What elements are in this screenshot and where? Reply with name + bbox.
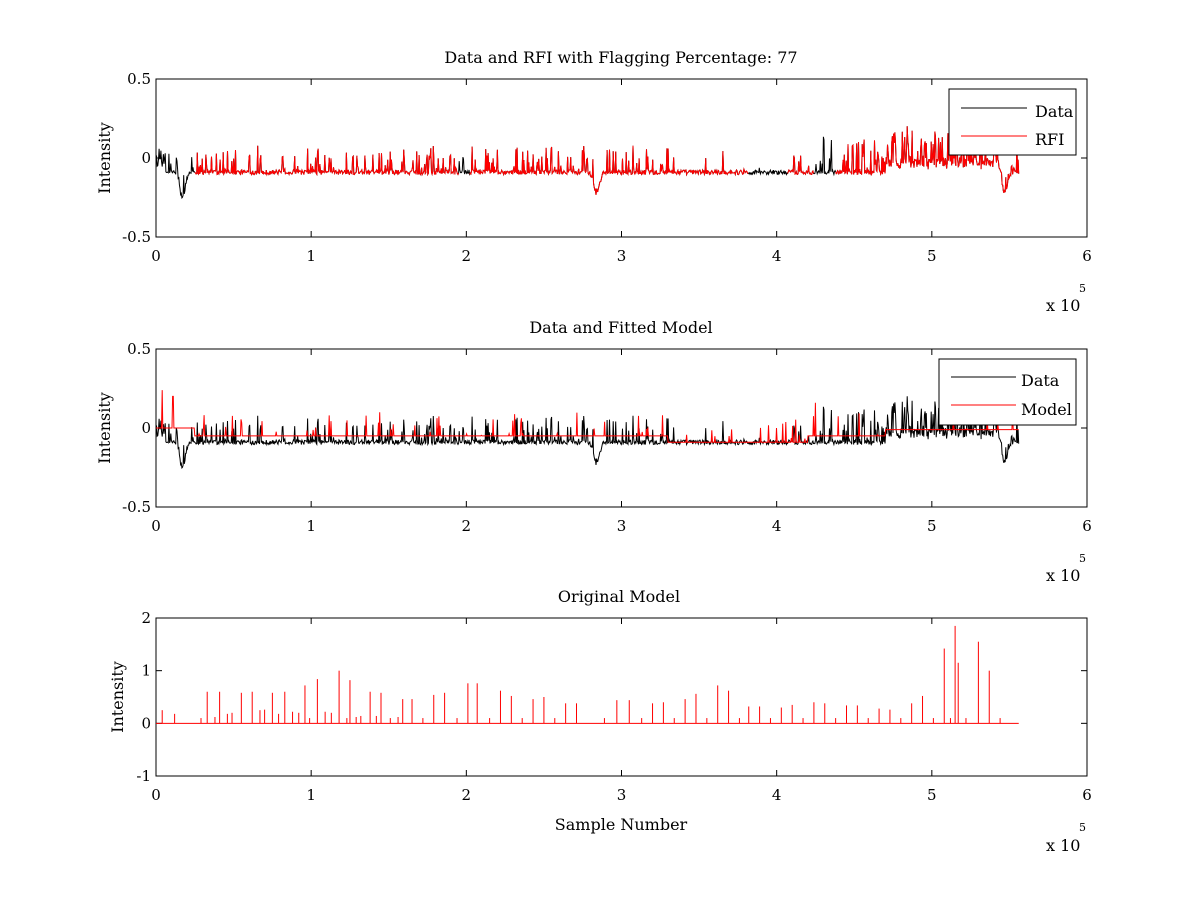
legend: Data RFI (948, 88, 1077, 156)
x-tick-label: 4 (772, 247, 782, 265)
x-tick-label: 3 (617, 517, 627, 535)
legend-label-data: Data (1021, 371, 1060, 390)
x-tick-label: 2 (462, 517, 472, 535)
x-tick-label: 3 (617, 247, 627, 265)
x-axis-scale-label: x 10 5 (1046, 821, 1086, 855)
x-axis-label: Sample Number (555, 815, 688, 834)
legend: Data Model (938, 358, 1077, 426)
x-tick-label: 2 (462, 786, 472, 804)
x-axis-ticks: 0 1 2 3 4 5 6 (151, 618, 1092, 804)
x-tick-label: 5 (927, 517, 937, 535)
series-line-rfi (469, 145, 749, 195)
y-axis-ticks: -0.5 0 0.5 (122, 340, 1087, 516)
x-axis-ticks: 0 1 2 3 4 5 6 (151, 79, 1092, 265)
series-line-rfi (835, 126, 1020, 194)
y-tick-label: 1 (141, 662, 151, 680)
y-axis-label: Intensity (95, 122, 114, 194)
y-axis-ticks: -1 0 1 2 (136, 609, 1087, 785)
y-tick-label: 0 (141, 419, 151, 437)
x-tick-label: 5 (927, 247, 937, 265)
y-tick-label: 0 (141, 149, 151, 167)
x-tick-label: 3 (617, 786, 627, 804)
x-tick-label: 6 (1082, 247, 1092, 265)
plot-lines (155, 126, 1020, 199)
x-axis-scale-label: x 10 5 (1046, 552, 1086, 585)
scale-exponent: 5 (1079, 282, 1086, 295)
y-tick-label: 2 (141, 609, 151, 627)
y-tick-label: 0.5 (127, 340, 151, 358)
y-tick-label: -0.5 (122, 498, 151, 516)
legend-label-model: Model (1021, 400, 1072, 419)
chart-title: Data and Fitted Model (529, 318, 712, 337)
x-tick-label: 6 (1082, 786, 1092, 804)
plot-area (155, 617, 1088, 777)
legend-box (938, 358, 1077, 426)
x-tick-label: 2 (462, 247, 472, 265)
x-tick-label: 6 (1082, 517, 1092, 535)
legend-label-data: Data (1035, 102, 1074, 121)
plot-lines (156, 625, 1019, 724)
x-axis-ticks: 0 1 2 3 4 5 6 (151, 349, 1092, 535)
y-axis-label: Intensity (108, 661, 127, 733)
y-axis-label: Intensity (95, 392, 114, 464)
x-tick-label: 1 (306, 247, 316, 265)
x-tick-label: 4 (772, 786, 782, 804)
plot-lines (155, 390, 1020, 469)
x-tick-label: 5 (927, 786, 937, 804)
x-tick-label: 0 (151, 517, 161, 535)
y-tick-label: -0.5 (122, 228, 151, 246)
x-axis-scale-label: x 10 5 (1046, 282, 1086, 315)
y-tick-label: 0.5 (127, 70, 151, 88)
x-tick-label: 1 (306, 517, 316, 535)
series-line-rfi (194, 145, 460, 177)
y-axis-ticks: -0.5 0 0.5 (122, 70, 1087, 246)
scale-factor: x 10 (1046, 836, 1080, 855)
series-line-model (156, 390, 1019, 443)
subplot-original-model: Original Model Intensity Sample Number 0… (108, 587, 1092, 855)
legend-label-rfi: RFI (1035, 130, 1064, 149)
scale-factor: x 10 (1046, 566, 1080, 585)
x-tick-label: 0 (151, 247, 161, 265)
subplot-data-and-rfi: Data and RFI with Flagging Percentage: 7… (95, 48, 1092, 315)
chart-title: Data and RFI with Flagging Percentage: 7… (444, 48, 797, 67)
series-line-data (155, 396, 1020, 469)
x-tick-label: 1 (306, 786, 316, 804)
chart-title: Original Model (558, 587, 680, 606)
series-line-rfi (787, 155, 814, 176)
scale-exponent: 5 (1079, 821, 1086, 834)
y-tick-label: -1 (136, 767, 151, 785)
legend-box (948, 88, 1077, 156)
x-tick-label: 0 (151, 786, 161, 804)
y-tick-label: 0 (141, 714, 151, 732)
x-tick-label: 4 (772, 517, 782, 535)
scale-exponent: 5 (1079, 552, 1086, 565)
scale-factor: x 10 (1046, 296, 1080, 315)
